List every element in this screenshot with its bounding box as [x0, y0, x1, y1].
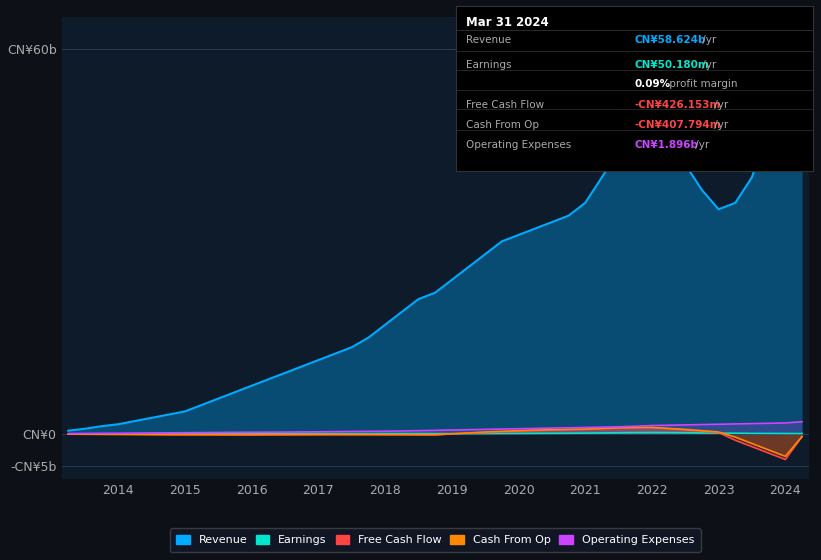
- Text: /yr: /yr: [699, 60, 716, 70]
- Text: Revenue: Revenue: [466, 35, 511, 45]
- Text: Free Cash Flow: Free Cash Flow: [466, 100, 544, 110]
- Text: CN¥1.896b: CN¥1.896b: [635, 140, 698, 150]
- Text: profit margin: profit margin: [667, 79, 738, 89]
- Text: /yr: /yr: [711, 100, 728, 110]
- Text: Operating Expenses: Operating Expenses: [466, 140, 571, 150]
- Text: CN¥50.180m: CN¥50.180m: [635, 60, 709, 70]
- Text: CN¥58.624b: CN¥58.624b: [635, 35, 706, 45]
- Legend: Revenue, Earnings, Free Cash Flow, Cash From Op, Operating Expenses: Revenue, Earnings, Free Cash Flow, Cash …: [170, 528, 700, 552]
- Text: -CN¥407.794m: -CN¥407.794m: [635, 120, 721, 129]
- Text: Cash From Op: Cash From Op: [466, 120, 539, 129]
- Text: Mar 31 2024: Mar 31 2024: [466, 16, 549, 29]
- Text: /yr: /yr: [711, 120, 728, 129]
- Text: /yr: /yr: [699, 35, 716, 45]
- Text: -CN¥426.153m: -CN¥426.153m: [635, 100, 721, 110]
- Text: 0.09%: 0.09%: [635, 79, 671, 89]
- Text: Earnings: Earnings: [466, 60, 511, 70]
- Text: /yr: /yr: [692, 140, 709, 150]
